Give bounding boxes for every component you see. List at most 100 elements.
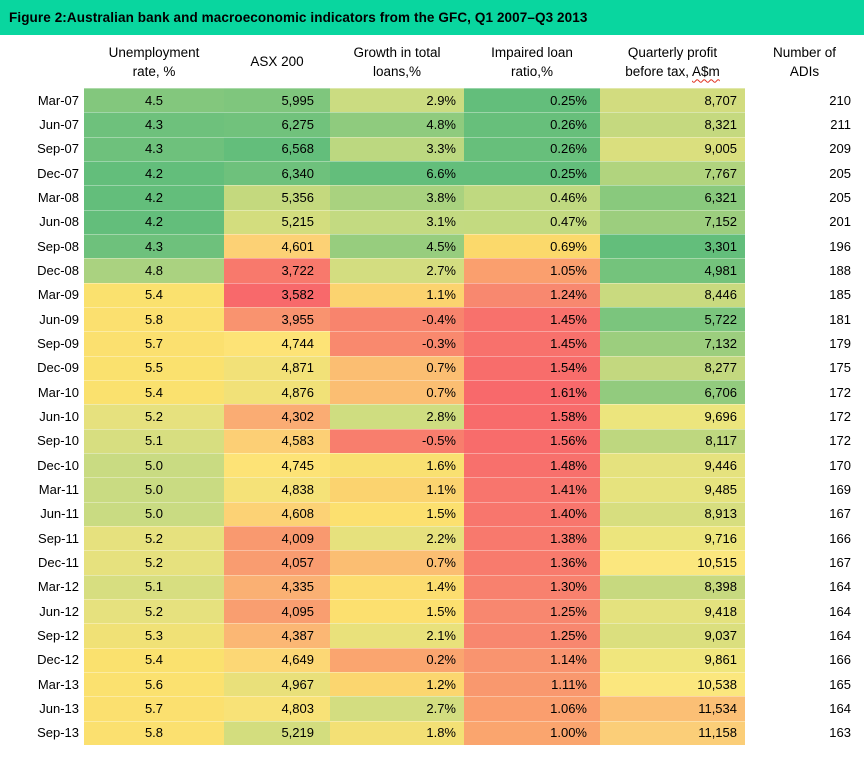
header-line: loans,% — [372, 63, 422, 79]
impaired-cell: 1.45% — [464, 306, 600, 332]
unemployment-cell: 5.8 — [84, 720, 224, 745]
date-cell: Mar-07 — [0, 88, 84, 113]
profit-cell: 7,152 — [600, 209, 745, 234]
asx-cell: 4,095 — [224, 598, 330, 624]
date-cell: Dec-10 — [0, 452, 84, 478]
unemployment-cell: 5.1 — [84, 574, 224, 599]
growth-cell: 1.5% — [330, 598, 464, 624]
growth-cell: 1.1% — [330, 282, 464, 307]
date-cell: Dec-11 — [0, 550, 84, 575]
unemployment-cell: 4.3 — [84, 136, 224, 161]
header-line: Unemployment — [108, 44, 200, 60]
spellcheck-squiggle-asm: A$m — [692, 63, 720, 79]
adis-cell: 167 — [745, 550, 864, 575]
date-cell: Mar-13 — [0, 671, 84, 697]
unemployment-cell: 5.0 — [84, 501, 224, 526]
figure-title-bar: Figure 2:Australian bank and macroeconom… — [0, 0, 864, 35]
asx-cell: 4,335 — [224, 574, 330, 599]
asx-cell: 4,745 — [224, 452, 330, 478]
header-line: Number of — [772, 44, 837, 60]
unemployment-cell: 4.2 — [84, 185, 224, 210]
asx-cell: 5,995 — [224, 88, 330, 113]
growth-cell: 0.2% — [330, 647, 464, 672]
growth-cell: 1.8% — [330, 720, 464, 745]
asx-cell: 4,057 — [224, 550, 330, 575]
growth-cell: 1.6% — [330, 452, 464, 478]
table-row: Dec-11 5.2 4,057 0.7% 1.36% 10,515 167 — [0, 550, 864, 575]
growth-cell: 1.4% — [330, 574, 464, 599]
impaired-cell: 0.69% — [464, 233, 600, 259]
asx-cell: 4,744 — [224, 331, 330, 356]
growth-cell: 4.5% — [330, 233, 464, 259]
table-row: Sep-09 5.7 4,744 -0.3% 1.45% 7,132 179 — [0, 331, 864, 356]
date-cell: Dec-12 — [0, 647, 84, 672]
impaired-cell: 1.30% — [464, 574, 600, 599]
impaired-cell: 0.25% — [464, 88, 600, 113]
adis-cell: 188 — [745, 258, 864, 283]
impaired-cell: 1.41% — [464, 477, 600, 502]
unemployment-cell: 4.3 — [84, 112, 224, 137]
profit-cell: 9,696 — [600, 404, 745, 429]
date-cell: Sep-09 — [0, 331, 84, 356]
asx-cell: 4,649 — [224, 647, 330, 672]
impaired-cell: 1.38% — [464, 525, 600, 551]
column-header-loan-growth: Growth in total loans,% — [330, 35, 464, 88]
date-cell: Mar-09 — [0, 282, 84, 307]
growth-cell: 0.7% — [330, 355, 464, 380]
header-line: Growth in total — [353, 44, 441, 60]
impaired-cell: 1.25% — [464, 598, 600, 624]
growth-cell: 0.7% — [330, 550, 464, 575]
adis-cell: 172 — [745, 379, 864, 405]
unemployment-cell: 4.5 — [84, 88, 224, 113]
date-cell: Dec-07 — [0, 160, 84, 186]
asx-cell: 4,009 — [224, 525, 330, 551]
date-cell: Sep-13 — [0, 720, 84, 745]
unemployment-cell: 5.1 — [84, 428, 224, 453]
table-row: Dec-12 5.4 4,649 0.2% 1.14% 9,861 166 — [0, 647, 864, 672]
header-line: ADIs — [789, 63, 820, 79]
adis-cell: 166 — [745, 525, 864, 551]
impaired-cell: 1.61% — [464, 379, 600, 405]
date-cell: Sep-08 — [0, 233, 84, 259]
asx-cell: 5,215 — [224, 209, 330, 234]
unemployment-cell: 4.8 — [84, 258, 224, 283]
table-row: Dec-08 4.8 3,722 2.7% 1.05% 4,981 188 — [0, 258, 864, 283]
table-row: Jun-13 5.7 4,803 2.7% 1.06% 11,534 164 — [0, 696, 864, 721]
growth-cell: 3.3% — [330, 136, 464, 161]
asx-cell: 3,582 — [224, 282, 330, 307]
adis-cell: 175 — [745, 355, 864, 380]
table-row: Mar-08 4.2 5,356 3.8% 0.46% 6,321 205 — [0, 185, 864, 210]
growth-cell: 6.6% — [330, 160, 464, 186]
adis-cell: 164 — [745, 598, 864, 624]
impaired-cell: 1.05% — [464, 258, 600, 283]
header-line: before tax, A$m — [625, 63, 720, 79]
table-body: Mar-07 4.5 5,995 2.9% 0.25% 8,707 210 Jun-07 4.3… — [0, 88, 864, 745]
profit-cell: 8,321 — [600, 112, 745, 137]
asx-cell: 3,955 — [224, 306, 330, 332]
table-row: Mar-09 5.4 3,582 1.1% 1.24% 8,446 185 — [0, 282, 864, 307]
column-header-unemployment: Unemployment rate, % — [84, 35, 224, 88]
growth-cell: 2.7% — [330, 258, 464, 283]
growth-cell: -0.4% — [330, 306, 464, 332]
profit-cell: 9,005 — [600, 136, 745, 161]
date-cell: Jun-09 — [0, 306, 84, 332]
impaired-cell: 1.25% — [464, 623, 600, 648]
date-cell: Jun-11 — [0, 501, 84, 526]
unemployment-cell: 5.8 — [84, 306, 224, 332]
profit-cell: 3,301 — [600, 233, 745, 259]
table-row: Dec-07 4.2 6,340 6.6% 0.25% 7,767 205 — [0, 160, 864, 186]
impaired-cell: 1.11% — [464, 671, 600, 697]
table-row: Jun-08 4.2 5,215 3.1% 0.47% 7,152 201 — [0, 209, 864, 234]
table-row: Jun-07 4.3 6,275 4.8% 0.26% 8,321 211 — [0, 112, 864, 137]
impaired-cell: 1.24% — [464, 282, 600, 307]
asx-cell: 3,722 — [224, 258, 330, 283]
table-row: Sep-08 4.3 4,601 4.5% 0.69% 3,301 196 — [0, 233, 864, 259]
growth-cell: 2.7% — [330, 696, 464, 721]
date-cell: Jun-08 — [0, 209, 84, 234]
date-cell: Jun-12 — [0, 598, 84, 624]
impaired-cell: 1.48% — [464, 452, 600, 478]
profit-cell: 9,716 — [600, 525, 745, 551]
table-row: Mar-13 5.6 4,967 1.2% 1.11% 10,538 165 — [0, 671, 864, 697]
unemployment-cell: 5.4 — [84, 282, 224, 307]
asx-cell: 6,568 — [224, 136, 330, 161]
